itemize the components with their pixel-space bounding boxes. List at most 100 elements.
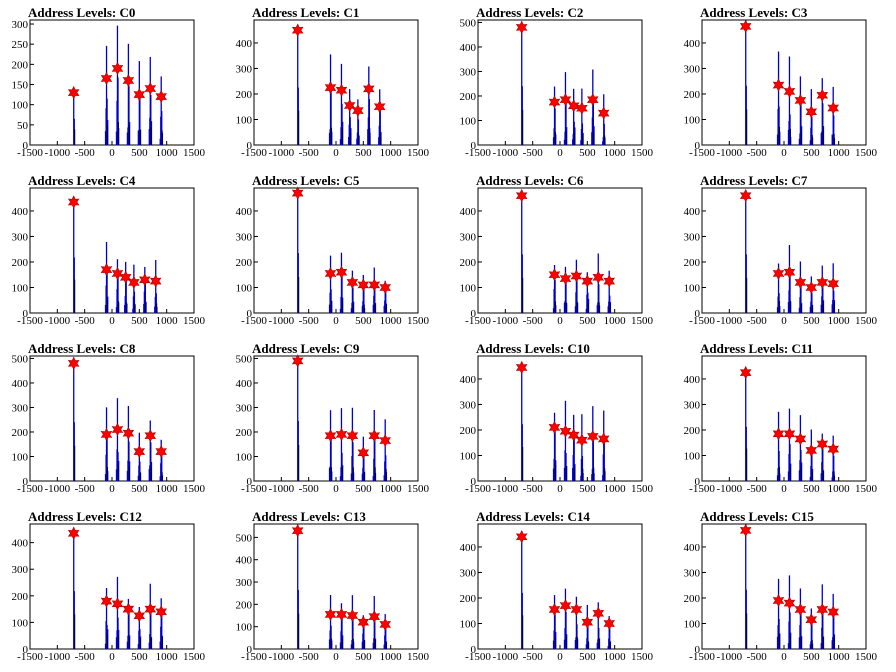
y-tick-label: 300 [460, 66, 477, 78]
x-tick-label: -1000 [268, 651, 294, 663]
x-tick-label: -1000 [268, 147, 294, 159]
y-tick-label: 300 [236, 402, 253, 414]
y-tick-label: 0 [471, 140, 477, 152]
y-tick-label: 300 [460, 399, 477, 411]
y-tick-label: 0 [247, 476, 253, 488]
peak-marker [291, 23, 304, 37]
x-tick-label: 0 [109, 651, 115, 663]
y-tick-label: 400 [684, 374, 701, 386]
x-tick-label: 1000 [156, 651, 179, 663]
y-tick-label: 100 [460, 618, 477, 630]
plot-frame [253, 19, 419, 146]
x-tick-label: 0 [109, 315, 115, 327]
y-tick-label: 100 [12, 451, 29, 463]
x-tick-label: 500 [579, 651, 596, 663]
x-tick-label: -1000 [44, 651, 70, 663]
peak-marker [567, 428, 580, 442]
x-tick-label: 500 [131, 483, 148, 495]
x-tick-label: 500 [579, 315, 596, 327]
x-tick-label: 1500 [855, 483, 878, 495]
chart-panel-c8: Address Levels: C80100200300400500-1500-… [12, 341, 206, 495]
peak-marker [357, 446, 370, 460]
peak-marker [155, 89, 167, 104]
x-tick-label: 500 [131, 651, 148, 663]
y-tick-label: 0 [471, 644, 477, 656]
x-tick-label: -500 [523, 147, 544, 159]
x-tick-label: 1500 [855, 315, 878, 327]
chart-title: Address Levels: C15 [700, 509, 814, 524]
x-tick-label: -1500 [241, 483, 267, 495]
x-tick-label: -500 [75, 315, 96, 327]
x-tick-label: 500 [579, 147, 596, 159]
x-tick-label: -500 [299, 315, 320, 327]
x-tick-label: -500 [75, 651, 96, 663]
x-tick-label: 500 [579, 483, 596, 495]
y-tick-label: 150 [12, 80, 29, 92]
peak-marker [581, 274, 594, 288]
x-tick-label: 1500 [855, 651, 878, 663]
x-tick-label: 1500 [183, 315, 206, 327]
y-tick-label: 500 [12, 353, 29, 365]
peak-marker [592, 270, 605, 284]
y-tick-label: 300 [12, 564, 29, 576]
x-tick-label: 0 [109, 147, 115, 159]
x-tick-label: -1500 [689, 483, 715, 495]
y-tick-label: 100 [460, 282, 477, 294]
x-tick-label: 1000 [380, 483, 403, 495]
x-tick-label: 0 [557, 651, 563, 663]
y-tick-label: 400 [12, 206, 29, 218]
peak-marker [597, 106, 610, 120]
peak-marker [379, 280, 391, 295]
peak-marker [139, 273, 151, 287]
y-tick-label: 400 [460, 42, 477, 54]
peak-marker [794, 275, 807, 290]
y-tick-label: 300 [12, 402, 29, 414]
y-tick-label: 100 [684, 618, 701, 630]
y-tick-label: 200 [684, 89, 701, 101]
x-tick-label: -1000 [492, 147, 518, 159]
peak-marker [515, 360, 528, 375]
peak-marker [335, 83, 348, 97]
y-tick-label: 100 [236, 451, 253, 463]
y-tick-label: 300 [684, 63, 701, 75]
plot-frame [477, 355, 643, 482]
peak-marker [379, 617, 391, 632]
peak-marker [603, 274, 615, 288]
peak-marker [772, 593, 785, 608]
y-tick-label: 400 [12, 538, 29, 550]
peak-marker [144, 602, 157, 616]
x-tick-label: 1500 [183, 651, 206, 663]
x-tick-label: -1000 [492, 315, 518, 327]
x-tick-label: -1000 [44, 315, 70, 327]
plot-frame [701, 523, 867, 650]
chart-title: Address Levels: C3 [700, 5, 808, 20]
peak-marker [144, 429, 157, 443]
y-tick-label: 300 [12, 19, 29, 31]
plot-frame [29, 19, 195, 146]
peak-marker [111, 422, 124, 437]
y-tick-label: 400 [460, 374, 477, 386]
x-tick-label: -1500 [689, 651, 715, 663]
chart-panel-c0: Address Levels: C0 0 50 100 150 200 250 300 -150… [12, 5, 206, 159]
peak-marker [570, 602, 583, 617]
x-tick-label: -1500 [241, 147, 267, 159]
x-tick-label: 500 [355, 651, 372, 663]
peak-marker [149, 274, 162, 288]
peak-marker [291, 186, 304, 200]
x-tick-label: 1500 [183, 483, 206, 495]
x-tick-label: 500 [803, 147, 820, 159]
y-tick-label: 200 [684, 593, 701, 605]
y-tick-label: 200 [12, 257, 29, 269]
y-tick-label: 300 [236, 231, 253, 243]
x-tick-label: -1500 [465, 315, 491, 327]
y-tick-label: 200 [236, 257, 253, 269]
peak-marker [548, 420, 561, 435]
x-tick-label: 1500 [183, 147, 206, 159]
peak-marker [352, 103, 364, 118]
chart-panel-c5: Address Levels: C5 0 100 200 300 400 -1500 -100… [236, 173, 430, 327]
y-tick-label: 400 [12, 378, 29, 390]
y-tick-label: 0 [695, 308, 701, 320]
x-tick-label: -500 [75, 147, 96, 159]
x-tick-label: -1000 [268, 315, 294, 327]
peak-marker [570, 269, 583, 283]
